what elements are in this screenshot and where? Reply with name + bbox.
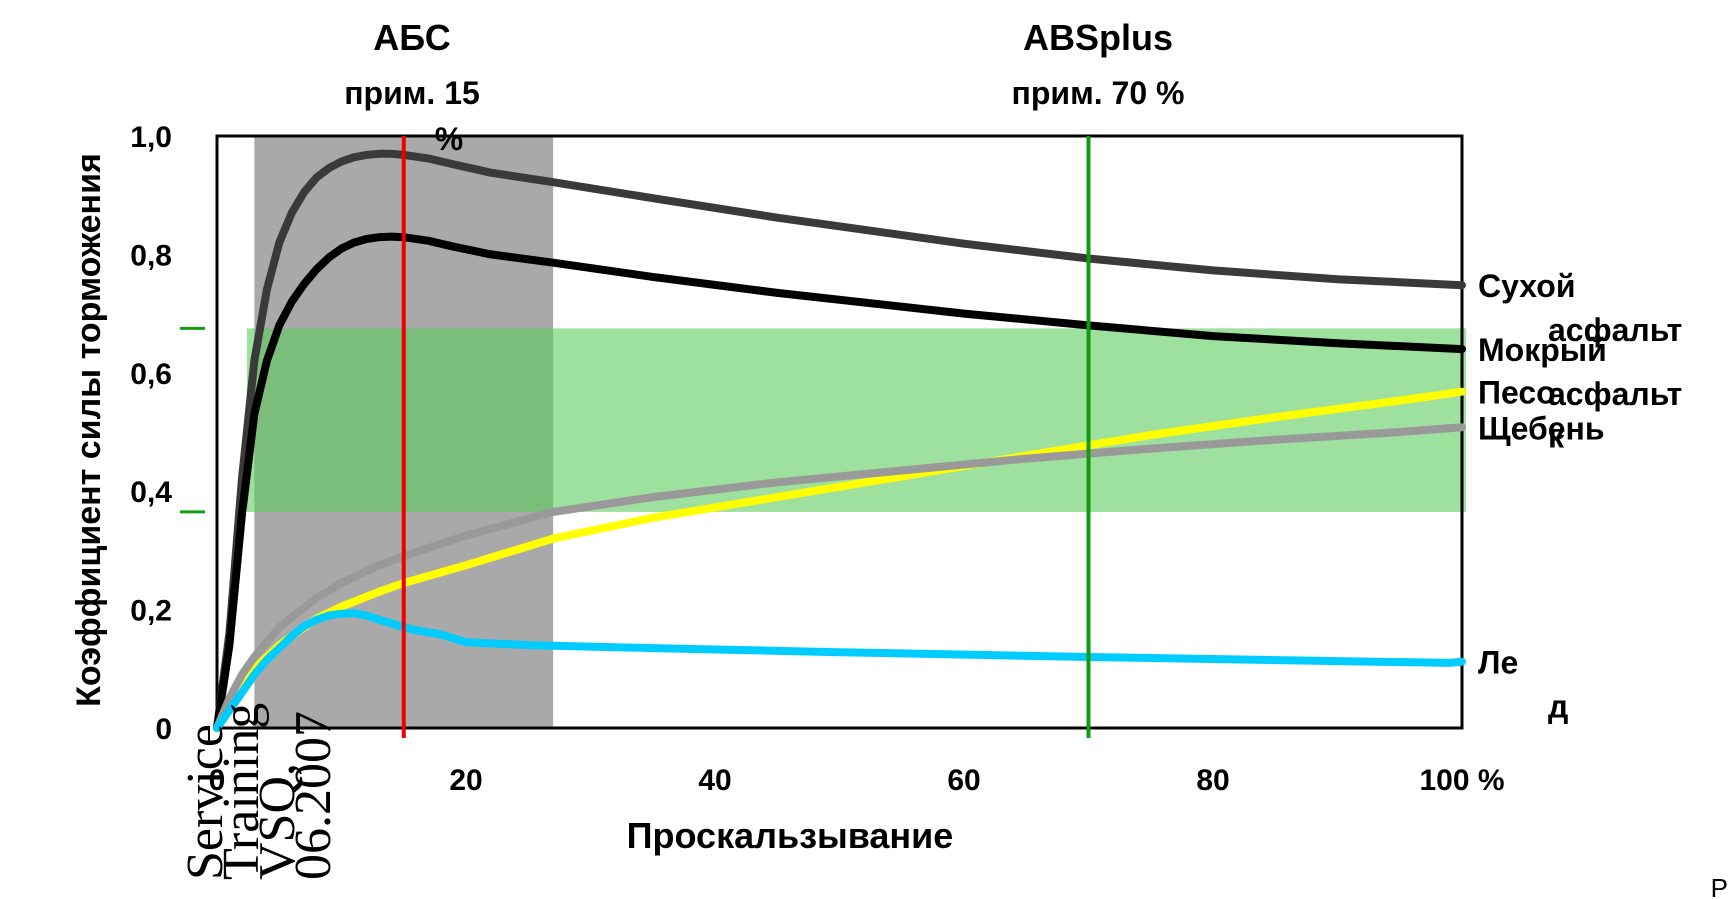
x-tick-labels: 0 20 40 60 80 100 % — [209, 764, 1505, 797]
y-tick-label: 1,0 — [130, 121, 172, 154]
watermark-line: 06.2007 — [285, 711, 342, 880]
x-tick-label: 20 — [449, 764, 482, 797]
series-label-0: Сухой асфальт — [1478, 268, 1682, 348]
series-line-3 — [213, 423, 1466, 732]
absplus-title: ABSplus — [1023, 17, 1173, 58]
series-lines — [213, 149, 1466, 732]
x-tick-label: 80 — [1196, 764, 1229, 797]
series-label-line: Щебень — [1478, 410, 1605, 446]
y-tick-label: 0,4 — [130, 476, 172, 509]
watermark-line: Service — [177, 724, 234, 880]
plot-frame — [215, 134, 1464, 730]
x-tick-label: 40 — [698, 764, 731, 797]
series-label-line: к — [1548, 419, 1565, 455]
series-label-line: асфальт — [1548, 376, 1682, 412]
corner-mark: Р — [1711, 873, 1728, 899]
series-label-line: д — [1548, 689, 1568, 725]
series-label-1: Мокрый асфальт — [1478, 332, 1682, 412]
x-tick-label: 0 — [209, 764, 226, 797]
series-line-0 — [213, 149, 1466, 732]
reference-lines — [401, 136, 1091, 738]
abs-subtitle-percent: % — [435, 121, 463, 157]
series-label-line: Мокрый — [1478, 332, 1607, 368]
series-label-line: Ле — [1478, 645, 1518, 681]
y-tick-label: 0,8 — [130, 239, 172, 272]
x-axis-title: Проскальзывание — [627, 815, 954, 856]
y-axis-title: Коэффициент силы торможения — [70, 153, 108, 707]
abs-title: АБС — [373, 17, 450, 58]
watermark-line: VSQ, — [249, 763, 306, 880]
series-line-4 — [213, 609, 1466, 732]
y-tick-label: 0,6 — [130, 358, 172, 391]
series-label-3: Щебень — [1478, 410, 1605, 446]
x-tick-label: 100 % — [1419, 764, 1504, 797]
series-label-2: Песо к — [1478, 375, 1565, 455]
series-line-1 — [213, 232, 1466, 732]
abs-subtitle: прим. 15 — [344, 75, 480, 111]
watermark-line: Training — [213, 703, 270, 880]
series-label-4: Лед — [1478, 645, 1568, 725]
absplus-subtitle: прим. 70 % — [1012, 75, 1185, 111]
series-label-line: Песо — [1478, 375, 1556, 411]
y-tick-label: 0 — [155, 713, 172, 746]
series-label-line: Сухой — [1478, 268, 1576, 304]
x-tick-label: 60 — [947, 764, 980, 797]
series-label-line: асфальт — [1548, 312, 1682, 348]
y-tick-labels: 0 0,2 0,4 0,6 0,8 1,0 — [130, 121, 172, 746]
y-tick-label: 0,2 — [130, 595, 172, 628]
watermark: Service Training VSQ, 06.2007 — [177, 703, 342, 880]
